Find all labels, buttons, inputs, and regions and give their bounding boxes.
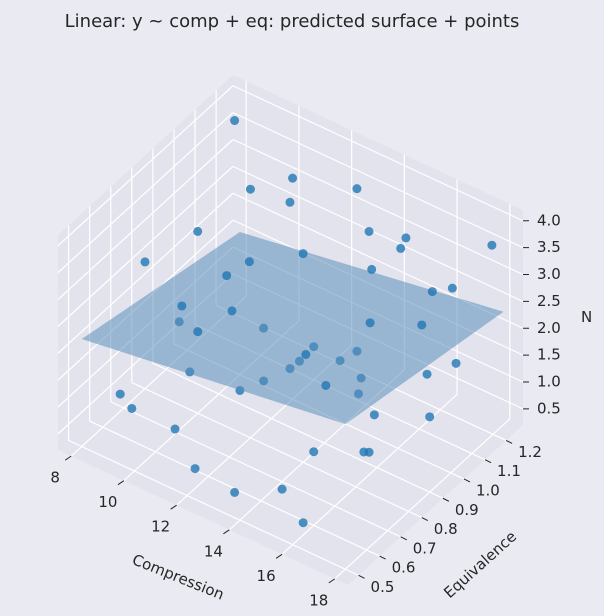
x-tick-label: 14: [204, 542, 223, 560]
data-point: [193, 226, 203, 236]
x-tick-label: 12: [151, 518, 170, 536]
data-point: [127, 403, 137, 413]
data-point: [309, 447, 319, 457]
z-tick-label: 1.0: [537, 373, 561, 391]
grid-line: [57, 112, 234, 274]
data-point: [451, 358, 461, 368]
x-tick-label: 8: [50, 469, 60, 487]
grid-line: [232, 165, 524, 302]
data-point: [365, 318, 375, 328]
x-tick: [328, 578, 336, 584]
grid-line: [334, 418, 511, 580]
y-tick-label: 0.5: [371, 578, 395, 596]
data-point: [321, 380, 331, 390]
data-point: [245, 184, 255, 194]
y-tick-label: 0.9: [455, 501, 479, 519]
data-point: [352, 184, 362, 194]
y-tick-label: 0.6: [392, 559, 416, 577]
z-tick-label: 2.0: [537, 319, 561, 337]
data-point: [417, 320, 427, 330]
grid-line: [57, 139, 234, 300]
y-tick: [442, 497, 450, 502]
x-tick: [275, 553, 283, 559]
data-point: [288, 173, 298, 183]
data-point: [230, 116, 240, 126]
data-point: [298, 249, 308, 259]
grid-line: [110, 401, 401, 538]
x-tick-label: 18: [309, 591, 328, 609]
data-point: [422, 369, 432, 379]
x-tick-label: 10: [98, 493, 117, 511]
x-tick: [223, 529, 230, 535]
data-point: [115, 389, 125, 399]
z-tick-label: 0.5: [537, 399, 561, 417]
data-point: [277, 484, 287, 494]
data-point: [177, 301, 187, 311]
data-point: [369, 410, 379, 420]
y-tick-label: 0.7: [413, 539, 437, 557]
y-tick: [421, 517, 429, 521]
grid-line: [232, 112, 524, 249]
data-point: [244, 257, 254, 267]
data-point: [193, 327, 203, 337]
y-tick: [400, 536, 407, 541]
predicted-surface: [81, 232, 504, 425]
x-tick: [64, 455, 72, 461]
z-tick-label: 4.0: [537, 211, 561, 229]
data-point: [396, 243, 406, 253]
chart-title: Linear: y ~ comp + eq: predicted surface…: [65, 11, 520, 32]
y-tick-label: 1.0: [476, 481, 500, 499]
data-point: [367, 264, 377, 274]
y-tick: [484, 459, 492, 464]
y-tick-label: 1.2: [518, 443, 542, 461]
data-point: [359, 447, 369, 457]
grid-line: [57, 192, 234, 354]
data-point: [230, 487, 240, 497]
data-point: [425, 412, 435, 422]
data-point: [222, 271, 232, 281]
grid-line: [232, 85, 524, 222]
data-point: [140, 257, 150, 267]
z-tick-label: 1.5: [537, 346, 561, 364]
z-tick-label: 2.5: [537, 292, 561, 310]
grid-line: [131, 381, 423, 519]
data-point: [487, 240, 497, 250]
grid-line: [232, 138, 524, 276]
data-point: [190, 464, 200, 474]
z-axis-label: N: [581, 308, 592, 326]
data-point: [401, 233, 411, 243]
data-point: [170, 424, 180, 434]
data-point: [298, 518, 308, 528]
x-tick-label: 16: [257, 567, 276, 585]
y-tick: [505, 439, 513, 444]
data-point: [301, 349, 311, 359]
x-tick: [170, 504, 177, 510]
y-tick: [379, 555, 386, 560]
grid-line: [57, 165, 234, 327]
grid-line: [68, 439, 359, 576]
data-point: [227, 306, 237, 316]
data-point: [427, 287, 437, 297]
z-tick-label: 3.5: [537, 238, 561, 256]
y-tick: [463, 478, 471, 483]
data-point: [285, 197, 295, 207]
data-point: [364, 226, 374, 236]
x-tick: [117, 480, 125, 486]
grid-line: [57, 85, 234, 247]
y-tick-label: 1.1: [497, 462, 521, 480]
y-tick-label: 0.8: [434, 520, 458, 538]
data-point: [447, 283, 457, 293]
y-tick: [358, 574, 365, 579]
grid-line: [152, 362, 444, 499]
z-tick-label: 3.0: [537, 265, 561, 283]
